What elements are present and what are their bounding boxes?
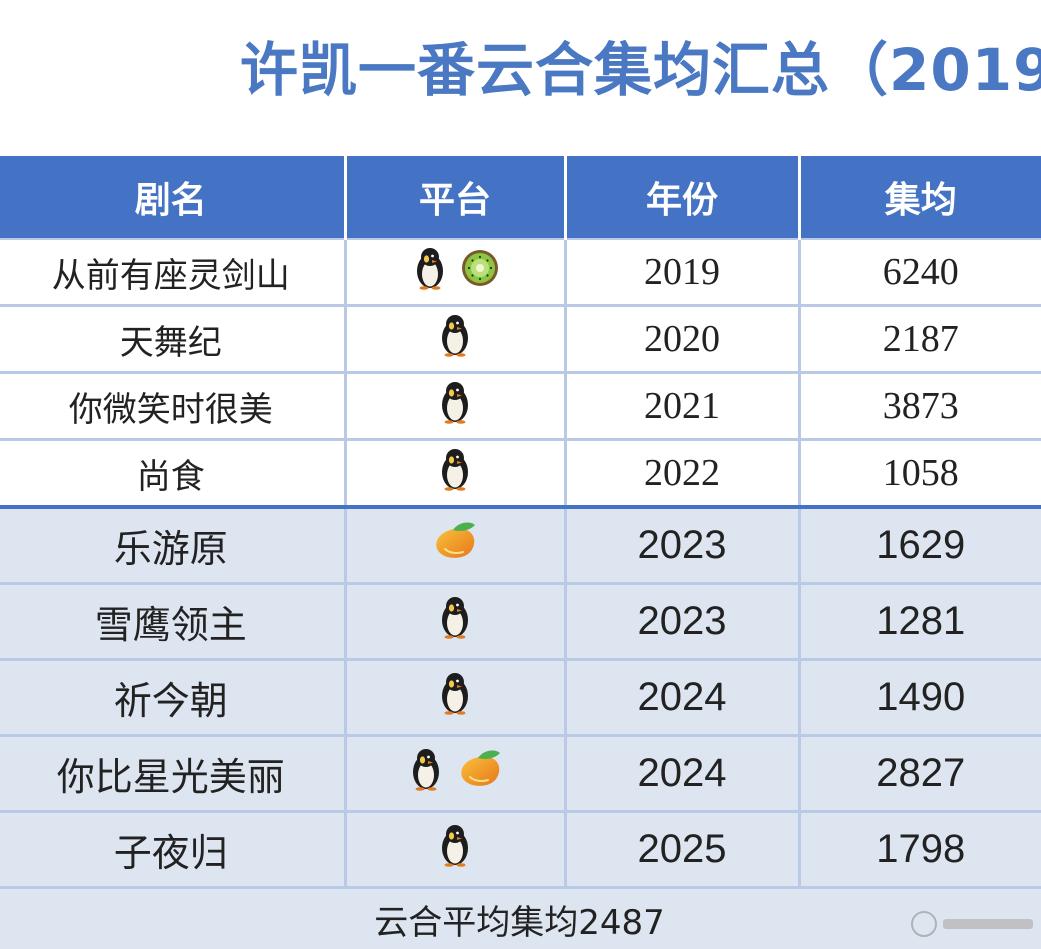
table-body: 从前有座灵剑山 2019 6240 天舞纪 2020 2187 你微笑时很美 2021 3873…: [0, 239, 1041, 889]
watermark: [911, 911, 1033, 937]
episode-average-cell: 1490: [799, 659, 1041, 737]
table-row: 子夜归 2025 1798: [0, 811, 1041, 889]
platform-cell: [345, 305, 567, 374]
platform-icons: [435, 313, 475, 357]
episode-average-cell: 1281: [799, 583, 1041, 661]
platform-icons: [435, 823, 475, 867]
drama-name-cell: 雪鹰领主: [0, 583, 347, 661]
year-cell: 2020: [565, 305, 801, 374]
drama-name-cell: 从前有座灵剑山: [0, 239, 347, 307]
drama-name-cell: 子夜归: [0, 811, 347, 889]
penguin-icon: [435, 447, 475, 491]
platform-icons: [431, 519, 479, 563]
header-platform: 平台: [345, 156, 567, 240]
drama-name-cell: 你比星光美丽: [0, 735, 347, 813]
platform-cell: [345, 583, 567, 661]
penguin-icon: [435, 823, 475, 867]
platform-cell: [345, 439, 567, 509]
footer-row: 云合平均集均2487: [0, 887, 1041, 949]
drama-name-cell: 祈今朝: [0, 659, 347, 737]
header-name: 剧名: [0, 156, 347, 240]
page-title: 许凯一番云合集均汇总（2019: [240, 36, 1041, 104]
platform-icons: [410, 246, 500, 290]
table-row: 你比星光美丽 2024 2827: [0, 735, 1041, 813]
platform-icons: [435, 380, 475, 424]
drama-name-cell: 天舞纪: [0, 305, 347, 374]
year-cell: 2023: [565, 583, 801, 661]
weibo-logo-icon: [911, 911, 937, 937]
penguin-icon: [406, 747, 446, 791]
table-row: 祈今朝 2024 1490: [0, 659, 1041, 737]
penguin-icon: [435, 313, 475, 357]
header-year: 年份: [565, 156, 801, 240]
platform-icons: [406, 747, 504, 791]
table-header-row: 剧名 平台 年份 集均: [0, 156, 1041, 240]
year-cell: 2021: [565, 372, 801, 441]
header-average: 集均: [799, 156, 1041, 240]
year-cell: 2024: [565, 659, 801, 737]
episode-average-cell: 6240: [799, 239, 1041, 307]
episode-average-cell: 2187: [799, 305, 1041, 374]
episode-average-cell: 2827: [799, 735, 1041, 813]
table-row: 天舞纪 2020 2187: [0, 305, 1041, 374]
year-cell: 2022: [565, 439, 801, 509]
year-cell: 2025: [565, 811, 801, 889]
platform-cell: [345, 372, 567, 441]
table-row: 雪鹰领主 2023 1281: [0, 583, 1041, 661]
year-cell: 2024: [565, 735, 801, 813]
platform-icons: [435, 447, 475, 491]
drama-name-cell: 你微笑时很美: [0, 372, 347, 441]
year-cell: 2023: [565, 505, 801, 585]
platform-cell: [345, 659, 567, 737]
penguin-icon: [410, 246, 450, 290]
platform-cell: [345, 505, 567, 585]
episode-average-cell: 1058: [799, 439, 1041, 509]
mango-icon: [431, 519, 479, 563]
platform-icons: [435, 595, 475, 639]
platform-cell: [345, 239, 567, 307]
table-row: 乐游原 2023 1629: [0, 505, 1041, 585]
episode-average-cell: 1629: [799, 505, 1041, 585]
episode-average-cell: 3873: [799, 372, 1041, 441]
year-cell: 2019: [565, 239, 801, 307]
kiwi-icon: [460, 246, 500, 290]
summary-table: 剧名 平台 年份 集均 从前有座灵剑山 2019 6240 天舞纪 2020 2187 你微…: [0, 156, 1041, 949]
episode-average-cell: 1798: [799, 811, 1041, 889]
drama-name-cell: 尚食: [0, 439, 347, 509]
platform-cell: [345, 735, 567, 813]
watermark-bar: [943, 919, 1033, 929]
table-row: 尚食 2022 1058: [0, 439, 1041, 509]
platform-icons: [435, 671, 475, 715]
penguin-icon: [435, 595, 475, 639]
table-row: 你微笑时很美 2021 3873: [0, 372, 1041, 441]
table-row: 从前有座灵剑山 2019 6240: [0, 239, 1041, 307]
drama-name-cell: 乐游原: [0, 505, 347, 585]
penguin-icon: [435, 671, 475, 715]
footer-average-text: 云合平均集均2487: [0, 887, 1041, 949]
mango-icon: [456, 747, 504, 791]
penguin-icon: [435, 380, 475, 424]
platform-cell: [345, 811, 567, 889]
